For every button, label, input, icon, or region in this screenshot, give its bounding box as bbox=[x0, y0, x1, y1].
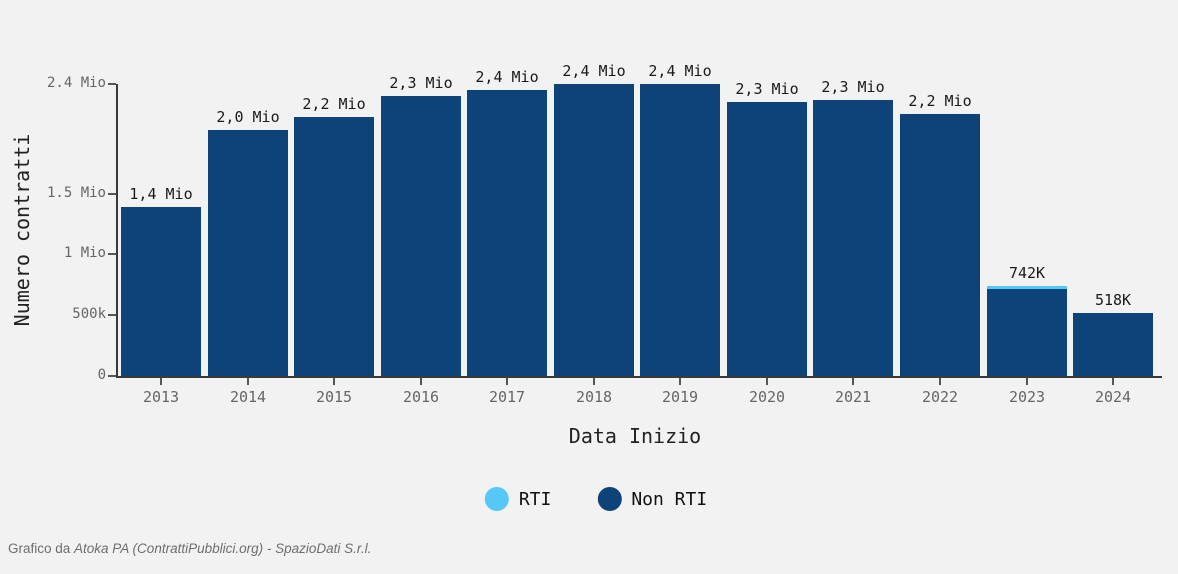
y-axis-title: Numero contratti bbox=[10, 133, 34, 327]
x-tick-mark bbox=[1112, 378, 1114, 385]
bar-2023[interactable] bbox=[987, 286, 1067, 376]
x-tick-label: 2022 bbox=[921, 388, 959, 406]
bar-value-label: 2,2 Mio bbox=[302, 95, 366, 113]
x-tick-label: 2023 bbox=[1008, 388, 1046, 406]
x-tick-mark bbox=[333, 378, 335, 385]
bar-2020[interactable] bbox=[727, 102, 807, 376]
bar-segment-non-rti bbox=[554, 84, 634, 376]
bar-2014[interactable] bbox=[208, 130, 288, 376]
attribution-prefix: Grafico da bbox=[8, 541, 75, 556]
attribution-source: Atoka PA (ContrattiPubblici.org) - Spazi… bbox=[74, 541, 372, 556]
bar-segment-non-rti bbox=[1073, 313, 1153, 376]
x-tick-label: 2013 bbox=[142, 388, 180, 406]
bar-value-label: 518K bbox=[1094, 291, 1132, 309]
x-tick-label: 2014 bbox=[229, 388, 267, 406]
y-tick-mark bbox=[108, 314, 116, 317]
attribution: Grafico da Atoka PA (ContrattiPubblici.o… bbox=[8, 541, 371, 556]
x-tick-mark bbox=[247, 378, 249, 385]
x-tick-label: 2024 bbox=[1094, 388, 1132, 406]
legend-item-rti[interactable]: RTI bbox=[484, 487, 552, 511]
bar-segment-non-rti bbox=[640, 84, 720, 376]
bar-value-label: 2,0 Mio bbox=[216, 108, 280, 126]
bar-value-label: 2,3 Mio bbox=[389, 74, 453, 92]
x-tick-label: 2019 bbox=[661, 388, 699, 406]
legend-color-dot bbox=[597, 487, 622, 511]
legend-item-non-rti[interactable]: Non RTI bbox=[597, 487, 707, 511]
legend-label: RTI bbox=[518, 488, 552, 510]
x-tick-mark bbox=[939, 378, 941, 385]
bar-2021[interactable] bbox=[813, 100, 893, 376]
y-tick-label: 1.5 Mio bbox=[46, 184, 106, 201]
bar-segment-non-rti bbox=[467, 90, 547, 376]
x-tick-label: 2020 bbox=[748, 388, 786, 406]
bar-value-label: 2,4 Mio bbox=[562, 62, 626, 80]
bar-2015[interactable] bbox=[294, 117, 374, 376]
y-tick-mark bbox=[108, 192, 116, 195]
bar-2016[interactable] bbox=[381, 96, 461, 376]
bar-value-label: 2,3 Mio bbox=[735, 80, 799, 98]
bar-value-label: 742K bbox=[1008, 264, 1046, 282]
bar-value-label: 2,3 Mio bbox=[821, 78, 885, 96]
bar-segment-non-rti bbox=[294, 117, 374, 376]
bar-2024[interactable] bbox=[1073, 313, 1153, 376]
legend-label: Non RTI bbox=[631, 488, 708, 510]
y-axis-line bbox=[116, 84, 118, 378]
x-tick-mark bbox=[852, 378, 854, 385]
bar-segment-non-rti bbox=[121, 207, 201, 376]
bar-2013[interactable] bbox=[121, 207, 201, 376]
x-axis-line bbox=[116, 376, 1162, 378]
bar-segment-non-rti bbox=[987, 286, 1067, 376]
x-tick-mark bbox=[679, 378, 681, 385]
x-tick-mark bbox=[506, 378, 508, 385]
x-tick-label: 2021 bbox=[834, 388, 872, 406]
legend: RTI Non RTI bbox=[484, 487, 707, 511]
x-tick-label: 2017 bbox=[488, 388, 526, 406]
bar-segment-non-rti bbox=[727, 102, 807, 376]
y-tick-mark bbox=[108, 253, 116, 256]
bar-value-label: 2,4 Mio bbox=[475, 68, 539, 86]
x-tick-mark bbox=[160, 378, 162, 385]
x-tick-mark bbox=[593, 378, 595, 385]
x-axis-title: Data Inizio bbox=[568, 424, 702, 448]
y-tick-label: 500k bbox=[72, 306, 106, 323]
bar-2022[interactable] bbox=[900, 114, 980, 376]
x-tick-label: 2018 bbox=[575, 388, 613, 406]
x-tick-label: 2016 bbox=[402, 388, 440, 406]
x-tick-mark bbox=[766, 378, 768, 385]
bar-2018[interactable] bbox=[554, 84, 634, 376]
y-tick-label: 1 Mio bbox=[63, 245, 106, 262]
bar-2019[interactable] bbox=[640, 84, 720, 376]
legend-color-dot bbox=[484, 487, 509, 511]
bar-segment-non-rti bbox=[208, 130, 288, 376]
bar-value-label: 1,4 Mio bbox=[129, 185, 193, 203]
x-tick-mark bbox=[1026, 378, 1028, 385]
x-tick-label: 2015 bbox=[315, 388, 353, 406]
bar-segment-non-rti bbox=[381, 96, 461, 376]
y-tick-label: 2.4 Mio bbox=[46, 75, 106, 91]
y-tick-mark bbox=[108, 375, 116, 377]
y-tick-mark bbox=[108, 83, 116, 85]
bar-value-label: 2,2 Mio bbox=[908, 92, 972, 110]
bar-2017[interactable] bbox=[467, 90, 547, 376]
y-tick-label: 0 bbox=[97, 367, 106, 383]
bar-segment-non-rti bbox=[900, 114, 980, 376]
x-tick-mark bbox=[420, 378, 422, 385]
bar-value-label: 2,4 Mio bbox=[648, 62, 712, 80]
bar-segment-rti bbox=[987, 286, 1067, 289]
bar-segment-non-rti bbox=[813, 100, 893, 376]
